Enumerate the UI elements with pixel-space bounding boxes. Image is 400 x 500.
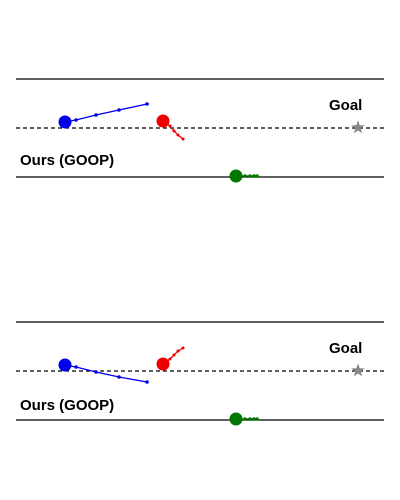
method-label: Ours (GOOP)	[20, 397, 114, 414]
red-trajectory-point	[168, 357, 172, 361]
green-trajectory-point	[248, 174, 252, 178]
red-agent-body	[156, 114, 170, 128]
green-trajectory-point	[255, 174, 259, 178]
red-agent	[156, 346, 185, 371]
green-trajectory-point	[252, 174, 256, 178]
method-label: Ours (GOOP)	[20, 152, 114, 169]
blue-agent	[58, 358, 149, 384]
red-trajectory-point	[181, 346, 185, 350]
green-trajectory-point	[243, 417, 247, 421]
red-agent	[156, 114, 185, 141]
red-trajectory-point	[172, 353, 176, 357]
goal-label: Goal	[329, 97, 362, 114]
red-agent-body	[156, 357, 170, 371]
blue-trajectory-point	[117, 375, 121, 379]
panel-2: Goal Ours (GOOP)	[16, 321, 384, 426]
red-trajectory-point	[172, 129, 176, 133]
green-trajectory-point	[255, 417, 259, 421]
blue-trajectory-point	[145, 380, 149, 384]
green-agent-body	[229, 169, 243, 183]
blue-trajectory-point	[94, 370, 98, 374]
blue-trajectory-point	[145, 102, 149, 106]
panel-1: Goal Ours (GOOP)	[16, 78, 384, 183]
blue-agent	[58, 102, 149, 129]
green-trajectory-point	[248, 417, 252, 421]
goal-star-icon	[351, 363, 365, 377]
green-trajectory-point	[243, 174, 247, 178]
blue-trajectory-point	[117, 108, 121, 112]
red-trajectory-point	[176, 349, 180, 353]
red-trajectory-point	[168, 124, 172, 128]
blue-agent-body	[58, 115, 72, 129]
red-trajectory-point	[176, 133, 180, 137]
blue-trajectory-point	[74, 365, 78, 369]
green-agent	[229, 169, 259, 183]
blue-trajectory-point	[74, 118, 78, 122]
goal-label: Goal	[329, 340, 362, 357]
blue-agent-body	[58, 358, 72, 372]
red-trajectory-point	[181, 137, 185, 141]
green-agent	[229, 412, 259, 426]
green-agent-body	[229, 412, 243, 426]
green-trajectory-point	[252, 417, 256, 421]
blue-trajectory-point	[94, 113, 98, 117]
goal-star-icon	[351, 120, 365, 134]
